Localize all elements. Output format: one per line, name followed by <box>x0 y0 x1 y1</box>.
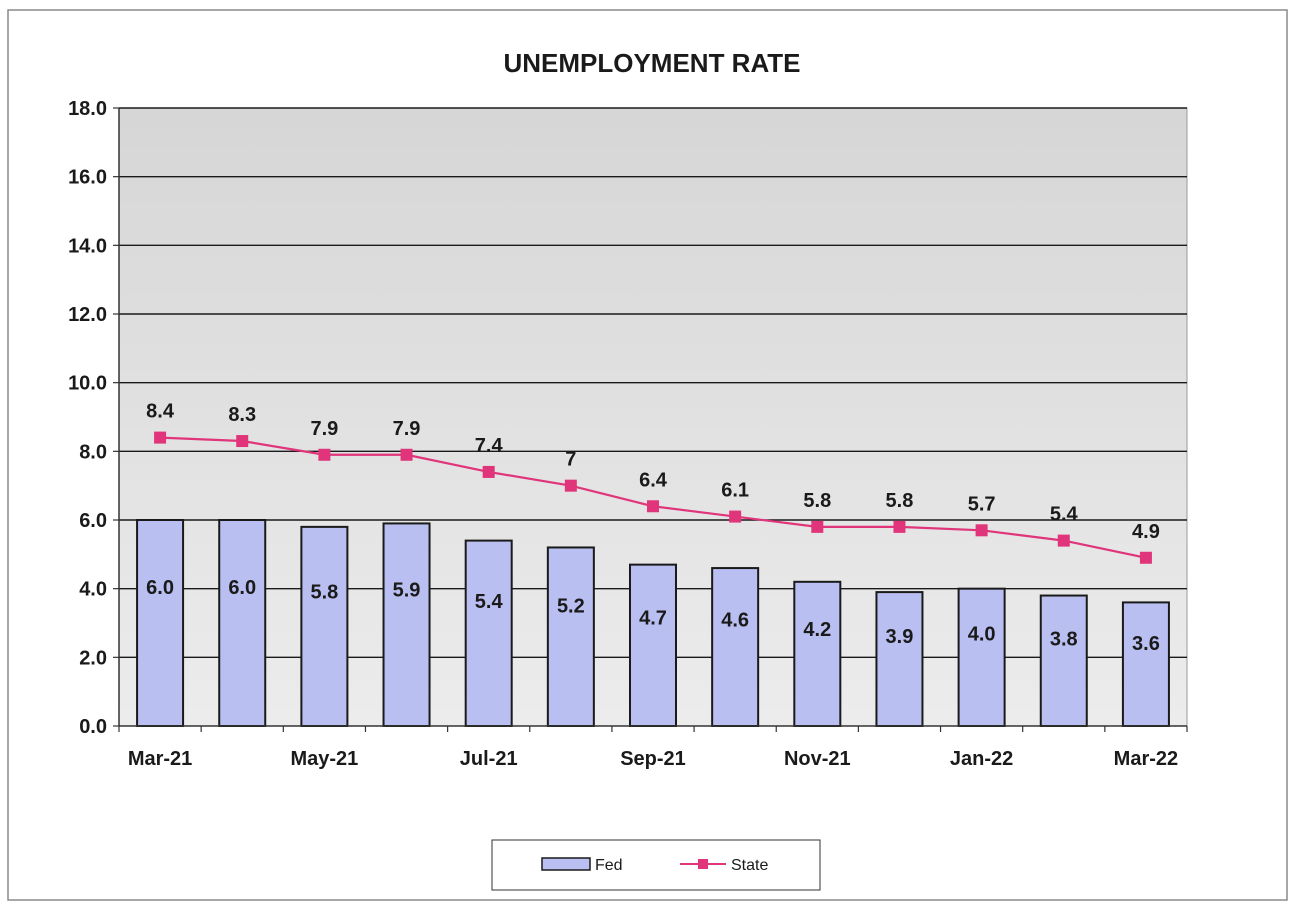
fed-bar <box>628 563 678 728</box>
state-point-marker <box>729 510 742 523</box>
fed-bar <box>711 567 760 727</box>
state-point-marker <box>400 448 413 461</box>
state-point-label: 6.4 <box>639 469 668 491</box>
fed-bar-label: 3.8 <box>1050 628 1078 650</box>
y-tick-label: 6.0 <box>79 510 107 532</box>
legend-state-label: State <box>731 857 768 874</box>
state-point-label: 7.4 <box>475 435 504 457</box>
y-tick-label: 16.0 <box>68 167 107 189</box>
fed-bar-label: 5.4 <box>475 591 504 613</box>
state-line <box>154 431 1152 564</box>
state-point-label: 6.1 <box>721 480 749 502</box>
state-point-marker <box>236 435 249 448</box>
x-tick-label: Jul-21 <box>460 748 518 770</box>
state-point-label: 5.8 <box>803 490 831 512</box>
state-point-label: 5.8 <box>886 490 914 512</box>
state-point-label: 8.4 <box>146 401 175 423</box>
legend-box <box>491 839 821 891</box>
state-point-marker <box>154 431 167 444</box>
state-point-marker <box>647 500 659 513</box>
y-axis: 0.0 2.0 4.0 6.0 8.0 10.0 12.0 14.0 16.0 18.0 <box>68 98 119 738</box>
state-point-label: 7.9 <box>393 418 421 440</box>
fed-bar <box>793 580 842 727</box>
x-tick-label: Sep-21 <box>620 748 686 770</box>
state-point-marker <box>811 520 824 533</box>
fed-bar <box>546 546 595 728</box>
fed-bar-label: 6.0 <box>146 577 174 599</box>
fed-bar <box>300 525 349 727</box>
x-tick-label: May-21 <box>290 748 358 770</box>
state-point-marker <box>318 448 331 461</box>
y-tick-label: 18.0 <box>68 98 107 120</box>
fed-bar <box>1039 594 1088 727</box>
fed-bar-label: 3.6 <box>1132 633 1160 655</box>
y-tick-label: 0.0 <box>79 716 107 738</box>
fed-bar-label: 6.0 <box>228 577 256 599</box>
x-tick-label: Jan-22 <box>950 748 1013 770</box>
y-tick-label: 10.0 <box>68 373 107 395</box>
fed-bar-label: 4.6 <box>721 610 749 632</box>
legend: Fed State <box>491 839 821 891</box>
state-point-label: 8.3 <box>228 404 256 426</box>
y-tick-label: 12.0 <box>68 304 107 326</box>
fed-bar <box>382 522 431 728</box>
legend-fed-swatch <box>541 857 591 871</box>
fed-bar <box>464 539 513 727</box>
x-axis: Mar-21 May-21 Jul-21 Sep-21 Nov-21 Jan-22 Mar-… <box>118 726 1188 770</box>
fed-bar-label: 4.2 <box>803 619 831 641</box>
state-point-marker <box>893 520 906 533</box>
state-point-labels: 8.4 8.3 7.9 7.9 7.4 7 6.4 6.1 5.8 5.8 5.7 5.4 4.9 <box>146 401 1160 543</box>
x-tick-label: Mar-21 <box>128 748 192 770</box>
legend-state-marker <box>698 859 708 869</box>
y-tick-label: 2.0 <box>79 647 107 669</box>
fed-bar <box>136 519 185 727</box>
state-point-marker <box>564 479 577 492</box>
fed-bar-label: 5.8 <box>310 582 338 604</box>
fed-bar-label: 5.9 <box>393 579 421 601</box>
legend-fed-label: Fed <box>595 857 623 874</box>
x-tick-label: Nov-21 <box>784 748 851 770</box>
y-tick-label: 14.0 <box>68 235 107 257</box>
state-point-marker <box>1057 534 1070 547</box>
fed-bar-label: 4.7 <box>639 607 667 629</box>
fed-bar <box>957 587 1006 728</box>
fed-bar-labels: 6.0 6.0 5.8 5.9 5.4 5.2 4.7 4.6 4.2 3.9 4.0 3.8 3.6 <box>146 577 1160 655</box>
fed-bar <box>218 519 267 727</box>
fed-bar-label: 4.0 <box>968 624 996 646</box>
state-point-label: 4.9 <box>1132 521 1160 543</box>
state-point-label: 7.9 <box>310 418 338 440</box>
x-tick-label: Mar-22 <box>1114 748 1178 770</box>
chart-title: UNEMPLOYMENT RATE <box>503 48 800 78</box>
fed-bar-label: 5.2 <box>557 596 585 618</box>
state-point-marker <box>482 465 495 478</box>
y-tick-label: 4.0 <box>79 579 107 601</box>
state-point-label: 7 <box>565 449 576 471</box>
fed-bar <box>1121 601 1170 728</box>
fed-bar <box>875 591 924 727</box>
state-point-marker <box>975 524 988 537</box>
y-tick-label: 8.0 <box>79 441 107 463</box>
state-point-label: 5.7 <box>968 493 996 515</box>
fed-bar-label: 3.9 <box>886 626 914 648</box>
state-point-marker <box>1139 551 1152 564</box>
state-point-label: 5.4 <box>1050 504 1079 526</box>
